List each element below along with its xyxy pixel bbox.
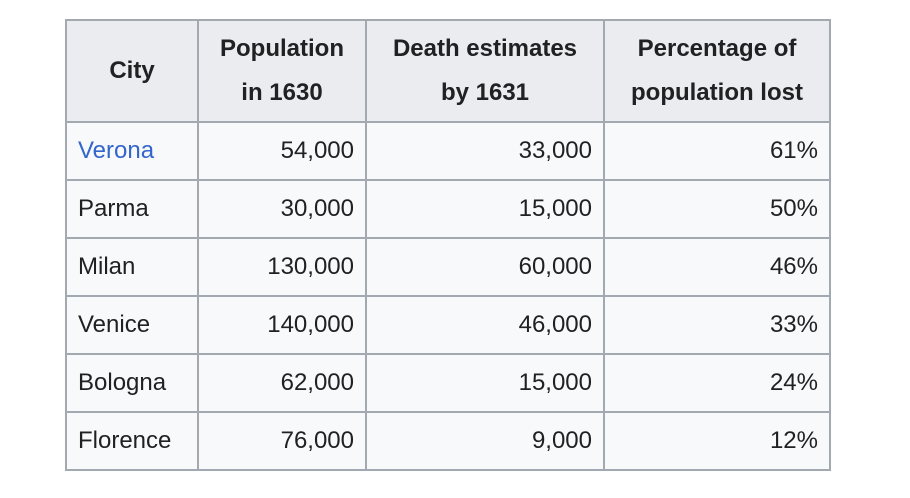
table-row: Verona 54,000 33,000 61% <box>65 121 831 181</box>
population-cell: 54,000 <box>197 121 367 181</box>
header-percent[interactable]: Percentage of population lost <box>603 19 831 123</box>
table-row: Milan 130,000 60,000 46% <box>65 237 831 297</box>
header-percent-line1: Percentage of <box>637 35 797 62</box>
population-cell: 30,000 <box>197 179 367 239</box>
header-population-line1: Population <box>220 35 344 62</box>
deaths-cell: 46,000 <box>365 295 605 355</box>
city-cell: Bologna <box>65 353 199 413</box>
header-city-label: City <box>109 57 155 84</box>
header-deaths-line1: Death estimates <box>392 35 578 62</box>
percent-cell: 61% <box>603 121 831 181</box>
percent-cell: 24% <box>603 353 831 413</box>
population-cell: 62,000 <box>197 353 367 413</box>
table-body: Verona 54,000 33,000 61% Parma 30,000 15… <box>65 121 831 471</box>
header-deaths[interactable]: Death estimates by 1631 <box>365 19 605 123</box>
header-percent-line2: population lost <box>631 79 803 106</box>
plague-mortality-table: City Population in 1630 Death estimates … <box>65 19 831 471</box>
deaths-cell: 15,000 <box>365 353 605 413</box>
city-cell[interactable]: Verona <box>65 121 199 181</box>
city-link-verona[interactable]: Verona <box>78 137 155 164</box>
header-city[interactable]: City <box>65 19 199 123</box>
population-cell: 130,000 <box>197 237 367 297</box>
table-row: Florence 76,000 9,000 12% <box>65 411 831 471</box>
header-population-line2: in 1630 <box>241 79 323 106</box>
deaths-cell: 9,000 <box>365 411 605 471</box>
deaths-cell: 15,000 <box>365 179 605 239</box>
percent-cell: 50% <box>603 179 831 239</box>
table-row: Bologna 62,000 15,000 24% <box>65 353 831 413</box>
city-cell: Parma <box>65 179 199 239</box>
deaths-cell: 60,000 <box>365 237 605 297</box>
deaths-cell: 33,000 <box>365 121 605 181</box>
header-deaths-line2: by 1631 <box>440 79 530 106</box>
header-row: City Population in 1630 Death estimates … <box>65 19 831 123</box>
table-header: City Population in 1630 Death estimates … <box>65 19 831 123</box>
city-cell: Venice <box>65 295 199 355</box>
percent-cell: 12% <box>603 411 831 471</box>
city-cell: Florence <box>65 411 199 471</box>
percent-cell: 33% <box>603 295 831 355</box>
percent-cell: 46% <box>603 237 831 297</box>
city-cell: Milan <box>65 237 199 297</box>
population-cell: 76,000 <box>197 411 367 471</box>
table-row: Venice 140,000 46,000 33% <box>65 295 831 355</box>
table-row: Parma 30,000 15,000 50% <box>65 179 831 239</box>
header-population[interactable]: Population in 1630 <box>197 19 367 123</box>
population-cell: 140,000 <box>197 295 367 355</box>
